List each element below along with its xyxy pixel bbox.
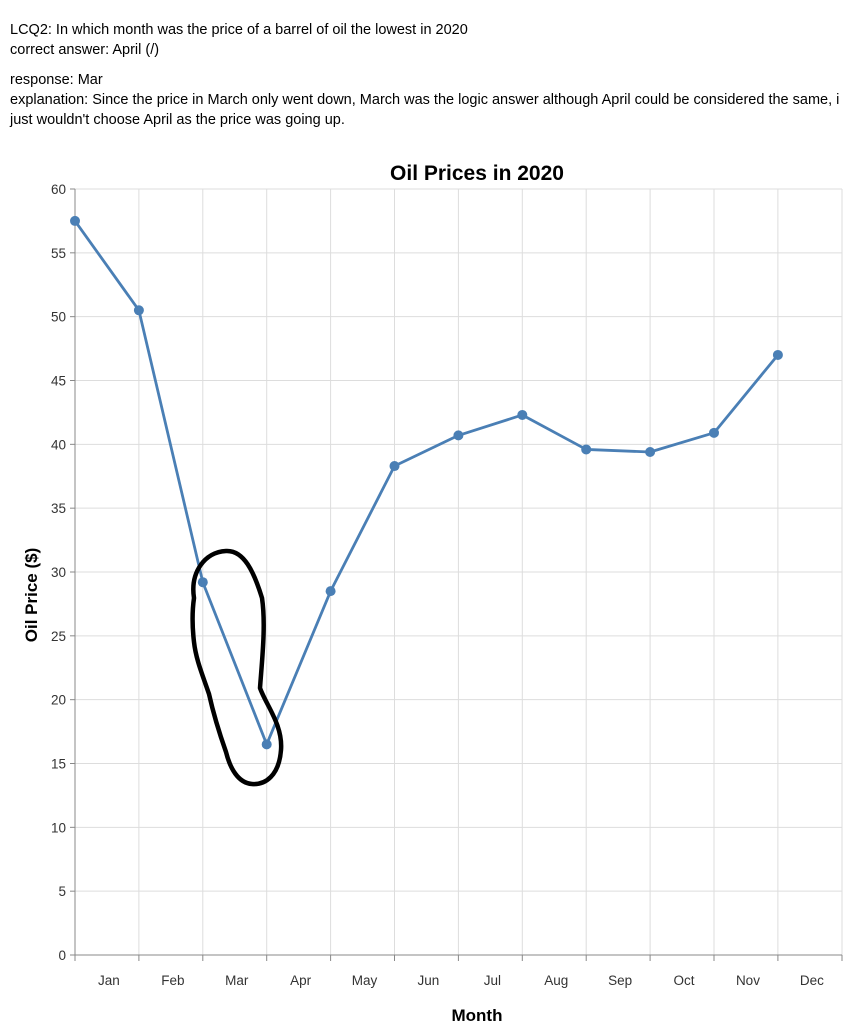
data-point xyxy=(325,586,336,597)
data-point xyxy=(197,577,208,588)
y-tick-label: 40 xyxy=(51,437,66,452)
chart-series xyxy=(70,215,783,750)
data-point xyxy=(772,349,783,360)
hand-drawn-circle-annotation xyxy=(190,548,284,787)
question-header: LCQ2: In which month was the price of a … xyxy=(10,20,850,130)
data-point xyxy=(261,739,272,750)
x-tick-label: Nov xyxy=(736,973,760,988)
y-tick-label: 20 xyxy=(51,693,66,708)
question-text: LCQ2: In which month was the price of a … xyxy=(10,22,468,38)
x-tick-label: Apr xyxy=(290,973,312,988)
hand-drawn-loop xyxy=(190,548,284,787)
data-point xyxy=(645,446,656,457)
x-tick-label: Jan xyxy=(98,973,120,988)
data-point xyxy=(133,305,144,316)
y-tick-label: 0 xyxy=(58,948,66,963)
chart-grid xyxy=(74,188,843,956)
y-tick-label: 60 xyxy=(51,182,66,197)
x-tick-label: Jun xyxy=(418,973,440,988)
data-point xyxy=(709,427,719,438)
x-tick-label: Oct xyxy=(674,973,695,988)
x-tick-label: Sep xyxy=(608,973,632,988)
explanation-text: explanation: Since the price in March on… xyxy=(10,92,840,128)
response-text: response: Mar xyxy=(10,72,103,88)
x-tick-label: Feb xyxy=(161,973,184,988)
y-tick-label: 10 xyxy=(51,820,66,835)
y-tick-label: 35 xyxy=(51,501,66,516)
y-axis-title: Oil Price ($) xyxy=(22,548,41,642)
data-point xyxy=(517,409,528,420)
y-tick-label: 50 xyxy=(51,310,66,325)
data-point xyxy=(453,430,464,441)
x-tick-label: Aug xyxy=(544,973,568,988)
x-tick-label: Mar xyxy=(225,973,249,988)
y-tick-label: 25 xyxy=(51,629,66,644)
y-tick-label: 5 xyxy=(58,884,66,899)
x-tick-label: Jul xyxy=(484,973,501,988)
data-point xyxy=(581,444,592,455)
data-point xyxy=(70,215,80,226)
y-tick-label: 15 xyxy=(51,757,66,772)
data-point xyxy=(389,461,400,472)
x-tick-label: May xyxy=(352,973,378,988)
correct-answer-text: correct answer: April (/) xyxy=(10,42,160,58)
price-line xyxy=(73,220,779,746)
x-axis-title: Month xyxy=(452,1006,503,1025)
x-tick-label: Dec xyxy=(800,973,824,988)
chart-title: Oil Prices in 2020 xyxy=(390,162,564,185)
chart-axes: 0 5 10 15 20 25 30 35 40 45 50 55 60 Jan Feb Mar Apr May J… xyxy=(51,182,843,988)
y-tick-label: 30 xyxy=(51,565,66,580)
y-tick-label: 55 xyxy=(51,246,66,261)
y-tick-label: 45 xyxy=(51,374,66,389)
